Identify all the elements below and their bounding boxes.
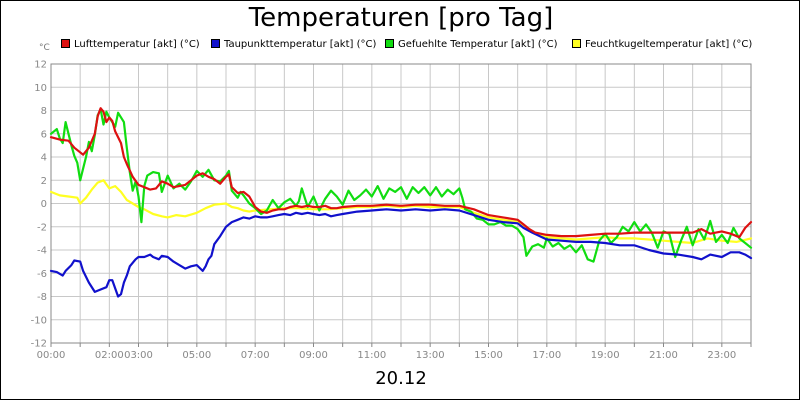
legend-item-lufttemperatur: Lufttemperatur [akt] (°C) bbox=[61, 39, 200, 50]
legend-swatch-blue bbox=[211, 39, 220, 48]
x-tick-label: 03:00 bbox=[124, 350, 153, 361]
x-tick-label: 11:00 bbox=[357, 350, 386, 361]
x-tick-label: 19:00 bbox=[591, 350, 620, 361]
x-tick-label: 07:00 bbox=[241, 350, 270, 361]
series-gefuehlte-temperatur-line bbox=[49, 108, 753, 263]
y-tick-label: -12 bbox=[31, 339, 47, 350]
y-tick-label: 12 bbox=[34, 60, 47, 71]
x-tick-label: 15:00 bbox=[474, 350, 503, 361]
x-tick-label: 05:00 bbox=[182, 350, 211, 361]
x-tick-label: 02:00 bbox=[95, 350, 124, 361]
x-tick-label: 17:00 bbox=[532, 350, 561, 361]
x-axis-label: 20.12 bbox=[375, 368, 427, 389]
y-tick-label: -2 bbox=[37, 222, 47, 233]
y-axis-unit: °C bbox=[39, 43, 50, 53]
y-tick-label: 0 bbox=[41, 199, 47, 210]
y-tick-label: -8 bbox=[37, 292, 47, 303]
x-tick-label: 13:00 bbox=[416, 350, 445, 361]
y-tick-label: 10 bbox=[34, 83, 47, 94]
x-tick-label: 23:00 bbox=[707, 350, 736, 361]
legend-swatch-green bbox=[385, 39, 394, 48]
legend-label: Feuchtkugeltemperatur [akt] (°C) bbox=[585, 39, 753, 50]
legend: Lufttemperatur [akt] (°C) Taupunkttemper… bbox=[1, 39, 799, 53]
legend-label: Gefuehlte Temperatur [akt] (°C) bbox=[398, 39, 558, 50]
y-tick-label: 6 bbox=[41, 129, 47, 140]
x-tick-label: 21:00 bbox=[649, 350, 678, 361]
legend-label: Taupunkttemperatur [akt] (°C) bbox=[224, 39, 377, 50]
y-tick-label: 4 bbox=[41, 153, 47, 164]
y-tick-label: -6 bbox=[37, 269, 47, 280]
legend-swatch-yellow bbox=[572, 39, 581, 48]
plot-border bbox=[50, 63, 752, 344]
x-tick-label: 00:00 bbox=[37, 350, 66, 361]
chart-title: Temperaturen [pro Tag] bbox=[248, 3, 554, 33]
y-tick-label: 2 bbox=[41, 176, 47, 187]
x-tick-label: 09:00 bbox=[299, 350, 328, 361]
legend-item-gefuehlte-temperatur: Gefuehlte Temperatur [akt] (°C) bbox=[385, 39, 557, 50]
legend-swatch-red bbox=[61, 39, 70, 48]
y-tick-label: -4 bbox=[37, 246, 47, 257]
legend-label: Lufttemperatur [akt] (°C) bbox=[74, 39, 200, 50]
series-feuchtkugeltemperatur-line bbox=[49, 179, 753, 245]
y-tick-label: -10 bbox=[31, 315, 47, 326]
series-taupunkttemperatur-line bbox=[49, 208, 753, 298]
y-tick-label: 8 bbox=[41, 106, 47, 117]
legend-item-feuchtkugeltemperatur: Feuchtkugeltemperatur [akt] (°C) bbox=[572, 39, 752, 50]
series-lufttemperatur-line bbox=[49, 107, 753, 239]
legend-item-taupunkttemperatur: Taupunkttemperatur [akt] (°C) bbox=[211, 39, 376, 50]
